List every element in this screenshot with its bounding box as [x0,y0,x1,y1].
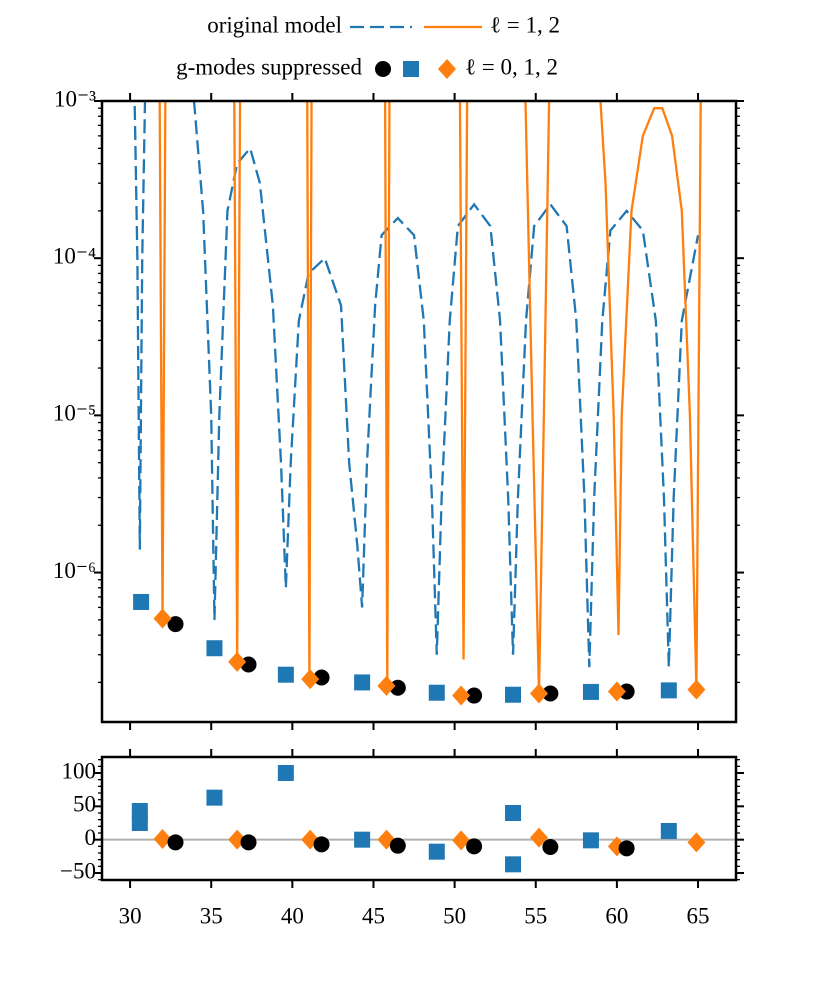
point [240,834,257,851]
point [153,829,172,849]
axes: 10⁻³ 10⁻⁴ 10⁻⁵ 10⁻⁶ 100 50 0 −50 30 35 40 45 50 55 60 6… [53,12,744,928]
x-tick-label: 40 [281,903,304,928]
point [687,832,706,853]
y-tick-label: 10⁻⁵ [53,401,96,426]
point [133,593,150,610]
x-tick-label: 30 [119,903,142,928]
y-tick-label: 10⁻⁶ [53,558,96,583]
point [466,687,483,704]
y-tick-label: 10⁻⁴ [53,243,96,268]
legend-label: ℓ = 1, 2 [490,12,560,37]
point [277,666,294,683]
point [313,669,330,686]
legend-label: ℓ = 0, 1, 2 [465,54,558,79]
point [167,834,184,851]
y-tick-label: 50 [73,792,96,817]
bottom-plot-area [102,765,736,873]
point [167,616,184,633]
point [582,832,599,849]
point [228,651,247,672]
point [530,827,549,848]
point [428,843,445,860]
point [542,685,559,702]
point [582,683,599,700]
point [377,675,396,696]
legend-label: original model [207,12,342,37]
axes-frame [100,99,738,724]
point [542,839,559,855]
point [403,61,419,77]
point [354,674,371,691]
point [389,679,406,696]
point [452,685,471,706]
point [505,856,522,873]
y-tick-label: 100 [62,758,97,783]
axes-frame [100,755,738,882]
point [660,823,677,839]
point [313,836,330,853]
x-tick-label: 55 [524,903,547,928]
top-plot-area [133,101,706,706]
point [438,59,456,79]
point [206,640,223,657]
point [131,815,148,831]
point [153,608,172,629]
x-tick-label: 60 [605,903,628,928]
point [687,679,706,700]
point [607,681,626,702]
y-tick-label: 0 [85,825,97,850]
line [158,101,702,694]
line [133,101,700,668]
point [375,61,391,77]
point [354,831,371,848]
point [428,684,445,701]
point [660,682,677,699]
legend-label: g-modes suppressed [176,54,362,79]
point [505,805,522,821]
x-tick-label: 50 [443,903,466,928]
point [301,669,320,690]
y-tick-label: −50 [60,858,96,883]
y-tick-label: 10⁻³ [54,86,96,111]
point [530,683,549,704]
point [618,683,635,700]
x-tick-label: 45 [362,903,385,928]
point [618,840,635,857]
point [505,686,522,703]
point [389,837,406,854]
x-tick-label: 35 [200,903,223,928]
point [206,789,223,806]
point [466,838,483,855]
point [277,765,294,781]
x-tick-label: 65 [687,903,710,928]
point [452,830,471,851]
